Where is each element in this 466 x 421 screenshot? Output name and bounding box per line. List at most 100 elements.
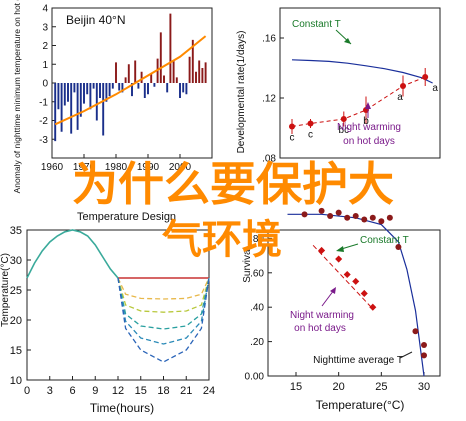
panel3-series-curve-4 <box>117 277 210 345</box>
panel4-warming-point <box>343 270 351 279</box>
panel3-x-tick-label: 3 <box>47 385 53 397</box>
panel4-x-axis-label: Temperature(°C) <box>316 398 405 412</box>
panel2-constant-arrowhead <box>344 38 351 44</box>
panel1-x-tick-label: 1960 <box>41 162 64 173</box>
panel2-y-tick-label: .08 <box>262 154 276 165</box>
panel4-warming-point <box>335 255 343 263</box>
panel2-frame <box>279 7 441 159</box>
panel1-y-axis-label-text: Anomaly of nighttime minimum temperature… <box>12 0 22 193</box>
panel4-y-tick-label: .80 <box>250 234 264 245</box>
panel3-x-ticks: 0 3 6 9 12 15 18 21 24 <box>24 376 215 397</box>
panel3-series-curve-2 <box>117 277 210 313</box>
panel1-bar <box>188 56 191 83</box>
panel2-significance-label: c <box>308 130 313 141</box>
panel2-y-tick-label: .16 <box>262 34 276 45</box>
panel1-bar <box>92 83 95 89</box>
panel4-warming-point <box>318 246 326 254</box>
panel1-bar <box>175 77 178 83</box>
panel2-warming-point <box>422 74 429 80</box>
panel4-constant-arrowhead <box>336 246 344 252</box>
panel1-bar <box>99 83 101 98</box>
panel1-bar <box>147 83 149 95</box>
panel-survival: Survival Temperature(°C) .80 .60 .40 .20 0.0… <box>242 207 441 412</box>
panel4-warming-label-line2: on hot days <box>294 323 346 334</box>
panel3-series-curve-5 <box>117 277 210 363</box>
panel3-x-tick-label: 24 <box>203 385 215 397</box>
panel1-bar <box>57 83 60 110</box>
panel2-warming-point <box>400 83 406 89</box>
panel-developmental-rate: Developmental rate(1/days) .16 .12 .08 c c b… <box>236 7 441 165</box>
panel1-x-tick-label: 2000 <box>169 162 192 173</box>
panel3-x-tick-label: 21 <box>180 385 192 397</box>
panel1-bar <box>163 75 165 83</box>
panel4-warming-point <box>369 303 377 311</box>
panel4-constant-point <box>301 211 308 218</box>
panel4-constant-point <box>344 214 351 221</box>
panel1-bar <box>204 62 207 83</box>
panel2-constant-line <box>291 59 433 84</box>
panel1-trend-line <box>54 35 207 126</box>
panel3-y-tick-label: 20 <box>10 315 22 327</box>
panel3-y-tick-label: 10 <box>10 375 22 387</box>
panel4-warming-arrowhead <box>330 287 336 294</box>
panel3-x-axis-label: Time(hours) <box>90 401 154 415</box>
panel4-x-tick-label: 25 <box>375 381 387 393</box>
panel1-bar <box>182 83 185 93</box>
panel4-x-ticks: 15 20 25 30 <box>290 372 430 393</box>
panel4-constant-point <box>421 352 427 359</box>
panel1-y-tick-label: 4 <box>42 4 48 15</box>
panel4-constant-point <box>318 207 325 214</box>
panel1-bar <box>83 83 85 104</box>
panel1-bar <box>172 60 175 83</box>
panel1-y-ticks: 4 3 2 1 0 -1 -2 -3 <box>39 4 56 146</box>
overlay-title-line1: 为什么要保护大 <box>72 157 394 211</box>
panel2-significance-label: b <box>363 116 369 127</box>
panel1-x-ticks: 1960 1970 1980 1990 2000 <box>41 154 192 173</box>
panel3-series-curve-1 <box>117 277 210 300</box>
panel3-y-tick-label: 25 <box>10 285 22 297</box>
panel1-bar <box>140 71 143 83</box>
panel4-warming-point <box>360 289 368 297</box>
panel1-y-tick-label: -1 <box>39 97 48 108</box>
panel2-y-ticks: .16 .12 .08 <box>262 34 284 165</box>
panel1-bar <box>95 83 98 121</box>
panel4-warming-arrow <box>321 289 335 307</box>
panel3-x-tick-label: 12 <box>112 385 124 397</box>
panel1-bar <box>166 83 169 93</box>
panel-temperature-design: Temperature Design Temperature(°C) Time(… <box>0 211 215 415</box>
panel3-title: Temperature Design <box>77 211 176 223</box>
panel4-constant-label: Constant T <box>360 235 409 246</box>
panel1-bar <box>54 83 57 142</box>
panel1-bar <box>70 83 73 134</box>
panel1-bar <box>191 39 194 83</box>
panel4-y-tick-label: .60 <box>250 268 264 279</box>
panel4-warming-label-line1: Night warming <box>290 310 354 321</box>
panel1-y-tick-label: -3 <box>39 135 48 146</box>
panel1-bars <box>54 13 207 142</box>
panel1-bar <box>127 64 130 83</box>
panel4-constant-point <box>412 328 419 335</box>
panel1-bar <box>159 32 162 83</box>
panel4-y-axis-label-text: Survival <box>242 247 253 283</box>
panel4-constant-point <box>352 213 359 220</box>
panel1-bar <box>108 83 111 97</box>
panel1-y-axis-label: Anomaly of nighttime minimum temperature… <box>12 0 22 193</box>
panel4-warming-fit <box>312 244 374 310</box>
panel3-y-axis-label: Temperature(°C) <box>0 253 11 327</box>
panel2-y-axis-label: Developmental rate(1/days) <box>236 31 247 154</box>
panel1-bar <box>121 83 124 93</box>
panel1-bar <box>179 83 181 98</box>
panel2-warming-points: c c bc b a a <box>289 68 438 144</box>
panel3-y-tick-label: 30 <box>10 255 22 267</box>
panel4-constant-point <box>395 244 402 250</box>
panel4-constant-point <box>369 214 376 221</box>
panel1-bar <box>118 83 121 91</box>
panel1-bar <box>79 83 82 117</box>
panel2-warming-label-line2: on hot days <box>343 136 395 147</box>
panel1-bar <box>89 83 92 110</box>
panel4-constant-point <box>327 213 334 220</box>
panel3-y-tick-label: 35 <box>10 225 22 237</box>
panel2-y-tick-label: .12 <box>262 94 276 105</box>
panel4-y-tick-label: .40 <box>250 303 264 314</box>
